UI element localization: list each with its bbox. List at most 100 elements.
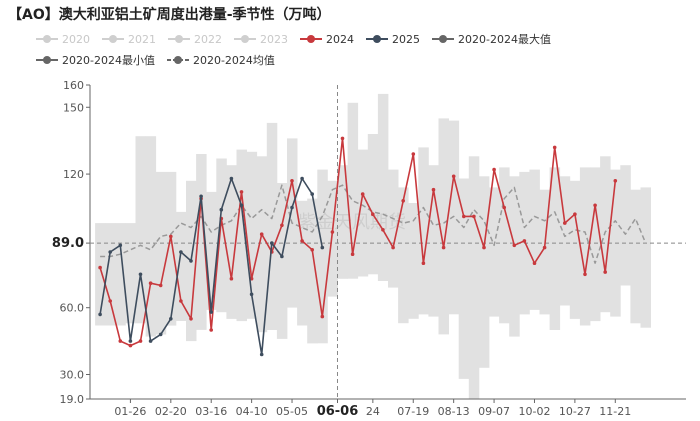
data-point-2024 [239, 190, 244, 194]
data-point-2025 [249, 292, 254, 297]
band-week-segment [317, 169, 328, 344]
data-point-2024 [300, 239, 304, 243]
data-point-2024 [502, 205, 507, 210]
band-week-segment [408, 203, 419, 319]
data-point-2024 [290, 179, 294, 183]
data-point-2024 [229, 276, 234, 281]
legend-item-2021[interactable]: 2021 [102, 32, 156, 46]
band-week-segment [226, 165, 237, 319]
band-week-segment [297, 200, 308, 326]
band-week-segment [468, 156, 480, 399]
band-week-segment [559, 176, 571, 306]
legend-item-2025[interactable]: 2025 [366, 32, 420, 46]
data-point-2024 [320, 314, 325, 319]
legend-item-2023[interactable]: 2023 [234, 32, 288, 46]
data-point-2024 [280, 223, 284, 228]
band-week-segment [135, 136, 146, 324]
legend-item-max[interactable]: 2020-2024最大值 [432, 32, 551, 46]
data-point-2024 [148, 281, 153, 286]
data-point-2024 [138, 339, 143, 343]
data-point-2024 [259, 232, 264, 236]
band-week-segment [398, 187, 409, 324]
data-point-2025 [118, 243, 123, 248]
data-point-2025 [259, 352, 264, 357]
series-avg [100, 184, 647, 264]
data-point-2025 [199, 194, 203, 199]
y-tick-label: 19.0 [60, 393, 85, 406]
band-week-segment [569, 180, 581, 319]
band-week-segment [388, 169, 399, 288]
data-point-2024 [421, 261, 426, 266]
band-week-segment [196, 154, 207, 330]
legend-marker-icon [102, 35, 124, 43]
legend-marker-icon [36, 35, 58, 43]
legend-item-min[interactable]: 2020-2024最小值 [36, 53, 155, 67]
data-point-2025 [179, 250, 183, 254]
legend-label: 2020-2024最大值 [458, 33, 551, 46]
min-max-band [95, 93, 651, 399]
data-point-2025 [148, 339, 153, 343]
data-point-2025 [138, 272, 143, 277]
data-point-2025 [209, 310, 213, 314]
data-point-2024 [522, 239, 527, 243]
band-week-segment [448, 120, 460, 315]
legend-item-avg[interactable]: 2020-2024均值 [166, 53, 275, 67]
data-point-2025 [229, 176, 234, 181]
band-week-segment [509, 176, 520, 337]
data-point-2024 [512, 243, 517, 248]
data-point-2024 [583, 272, 587, 277]
data-point-2024 [310, 248, 315, 252]
x-tick-label: 04-10 [236, 405, 268, 418]
watermark-text: 紫金天风期货 [298, 212, 406, 233]
band-week-segment [236, 149, 247, 322]
data-point-2024 [401, 199, 406, 203]
x-tick-label: 06-06 [317, 404, 359, 419]
data-point-2025 [280, 254, 284, 259]
data-point-2025 [189, 259, 193, 263]
data-point-2024 [350, 252, 355, 256]
band-week-segment [529, 169, 540, 310]
data-point-2024 [411, 152, 416, 156]
data-point-2024 [532, 261, 537, 266]
band-week-segment [216, 158, 227, 313]
data-point-2024 [573, 212, 577, 216]
data-point-2024 [381, 228, 385, 232]
x-tick-label: 11-21 [599, 405, 631, 418]
band-week-segment [549, 167, 561, 330]
data-point-2025 [270, 241, 274, 245]
band-week-segment [428, 165, 439, 317]
legend-label: 2020-2024最小值 [62, 54, 155, 67]
legend-label: 2025 [392, 32, 420, 46]
data-point-2024 [371, 212, 375, 216]
band-week-segment [155, 171, 167, 335]
legend-item-2020[interactable]: 2020 [36, 32, 90, 46]
x-tick-label: 10-02 [518, 405, 550, 418]
series-2024 [98, 136, 618, 348]
band-week-segment [367, 134, 379, 275]
band-week-segment [327, 180, 338, 297]
chart-title: 【AO】澳大利亚铝土矿周度出港量-季节性（万吨） [8, 7, 331, 23]
data-point-2024 [391, 245, 395, 250]
data-point-2024 [552, 145, 557, 150]
band-week-segment [458, 178, 470, 379]
x-tick-label: 03-16 [195, 405, 227, 418]
band-week-segment [499, 167, 510, 324]
x-tick-label: 05-05 [276, 405, 308, 418]
data-point-2025 [290, 205, 294, 210]
data-point-2024 [563, 221, 567, 225]
band-week-segment [145, 136, 157, 337]
legend-item-2022[interactable]: 2022 [168, 32, 222, 46]
legend-item-2024[interactable]: 2024 [300, 32, 354, 46]
band-week-segment [115, 223, 126, 326]
data-point-2024 [108, 299, 112, 303]
band-week-segment [590, 167, 601, 322]
y-tick-label: 30.0 [60, 369, 85, 382]
y-tick-label: 89.0 [52, 236, 84, 251]
band-week-segment [438, 118, 449, 335]
data-point-2024 [128, 343, 133, 348]
data-point-2024 [462, 214, 466, 219]
data-point-2025 [128, 339, 133, 343]
data-point-2024 [158, 283, 163, 288]
band-week-segment [125, 223, 136, 324]
data-point-2025 [300, 176, 304, 181]
